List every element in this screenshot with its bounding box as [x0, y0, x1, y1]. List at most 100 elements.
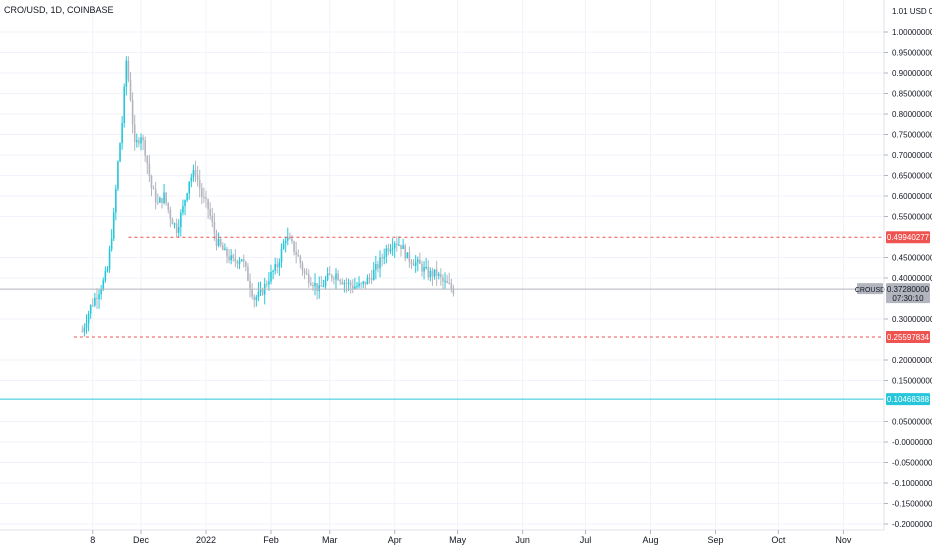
candle-body [379, 257, 381, 269]
candle-body [131, 100, 134, 125]
candle-body [440, 273, 442, 278]
candle-body [117, 161, 119, 189]
candle-body [182, 206, 184, 213]
candle-body [198, 179, 201, 189]
candle-body [245, 261, 247, 268]
candle-body [423, 267, 425, 272]
candle-body [94, 297, 96, 306]
candle-body [156, 202, 159, 204]
candle-body [435, 269, 438, 276]
candle-body [318, 285, 321, 291]
y-tick-label: -0.05000000 [892, 459, 932, 468]
candle-body [305, 273, 308, 275]
candle-body [211, 215, 214, 223]
candle-body [242, 259, 245, 262]
candle-body [129, 79, 132, 101]
candle-body [437, 273, 440, 276]
y-tick-label: 0.95000000 [892, 49, 932, 58]
current-price-badge [886, 283, 930, 304]
candle-body [282, 243, 285, 249]
candle-body [213, 222, 216, 234]
candle-body [356, 286, 358, 288]
candle-body [190, 177, 193, 182]
candle-body [358, 283, 360, 287]
candle-body [165, 192, 167, 203]
candle-body [133, 124, 136, 142]
candle-body [136, 140, 138, 142]
x-tick-label: Jun [515, 535, 530, 545]
candle-body [393, 243, 396, 249]
candle-body [404, 245, 406, 259]
x-tick-label: Dec [133, 535, 150, 545]
candle-body [345, 282, 348, 284]
plot-area [81, 56, 455, 337]
candle-body [175, 223, 178, 233]
candle-body [163, 192, 165, 204]
x-tick-label: 8 [90, 535, 95, 545]
candle-body [339, 280, 341, 282]
y-tick-label: -0.20000000 [892, 520, 932, 529]
y-tick-label: 0.15000000 [892, 377, 932, 386]
candle-body [186, 193, 188, 201]
candle-body [144, 140, 146, 156]
candle-body [320, 285, 323, 287]
candle-body [383, 256, 386, 259]
candle-body [368, 277, 371, 279]
candle-body [448, 282, 451, 284]
candle-body [146, 155, 149, 164]
candle-body [385, 248, 388, 257]
candle-body [301, 263, 304, 271]
candle-body [297, 254, 300, 257]
x-tick-label: Mar [322, 535, 338, 545]
candle-body [205, 197, 207, 200]
price-level-badge [886, 231, 930, 244]
candle-body [299, 256, 302, 264]
candle-body [142, 137, 144, 141]
candle-body [328, 273, 331, 276]
candle-body [414, 262, 417, 266]
current-price-label: 0.37280000 [887, 285, 930, 294]
candle-body [289, 237, 291, 239]
candle-body [159, 198, 161, 203]
candle-body [398, 244, 400, 246]
candle-body [266, 283, 268, 285]
candle-body [295, 251, 297, 255]
candle-body [450, 283, 453, 289]
candle-body [314, 283, 316, 287]
candle-body [184, 200, 186, 207]
candle-body [286, 237, 289, 241]
candle-body [192, 169, 195, 178]
candle-body [433, 269, 436, 277]
candle-body [150, 175, 153, 189]
candle-body [123, 86, 126, 124]
candle-body [209, 208, 211, 216]
candle-body [278, 262, 281, 268]
candle-body [85, 323, 88, 328]
candle-body [203, 196, 205, 198]
candle-body [276, 264, 279, 268]
candle-body [215, 233, 218, 246]
candle-body [410, 261, 413, 265]
candle-body [324, 279, 327, 287]
candle-body [180, 212, 182, 228]
grid [0, 0, 884, 530]
candle-body [236, 261, 239, 264]
candle-body [391, 248, 394, 250]
candle-body [446, 280, 448, 283]
candle-body [234, 258, 237, 262]
price-level-label: 0.49940277 [887, 233, 930, 242]
candle-body [307, 274, 310, 284]
candle-body [452, 288, 455, 294]
candle-body [280, 248, 283, 263]
candle-body [177, 227, 180, 233]
candle-body [148, 163, 151, 176]
y-axis-currency-label: 1.01 USD 00 [892, 7, 932, 16]
candle-body [347, 282, 350, 284]
horizontal-lines: 0.49940277 0.25597834 0.10468388 CROUSD 0.37… [0, 231, 930, 406]
candle-body [412, 264, 415, 266]
candle-body [96, 297, 98, 300]
candle-body [188, 181, 191, 194]
symbol-badge [857, 283, 883, 295]
